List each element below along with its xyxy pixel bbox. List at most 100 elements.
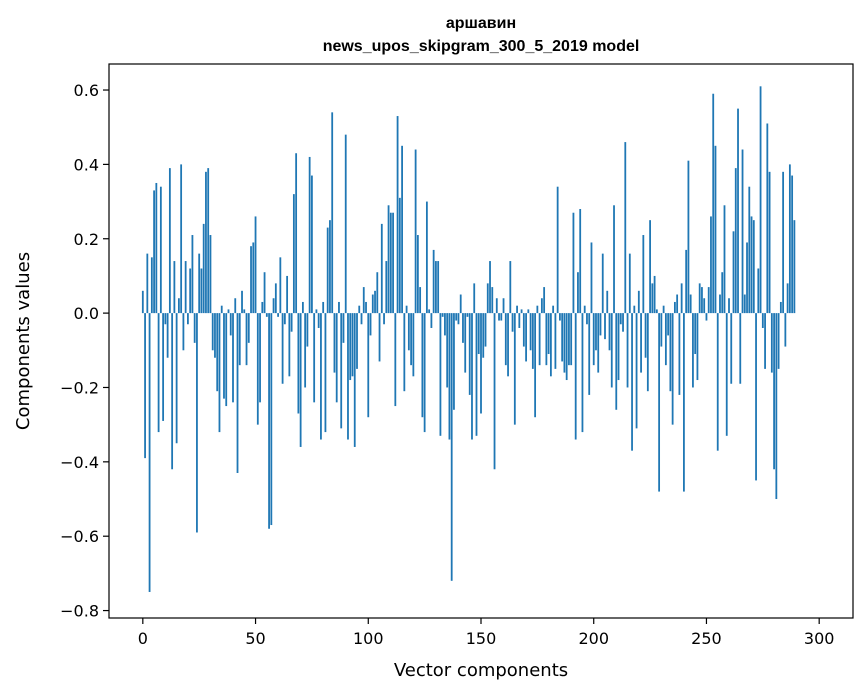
bar	[710, 216, 712, 314]
bar	[525, 313, 527, 362]
bar	[622, 313, 624, 332]
bar	[669, 313, 672, 392]
bar	[157, 313, 160, 433]
bar	[667, 313, 670, 336]
bar	[423, 313, 426, 433]
bar	[245, 313, 248, 366]
bar	[732, 231, 735, 314]
y-axis-label: Components values	[13, 252, 34, 430]
bar	[572, 212, 575, 314]
bar	[773, 313, 775, 470]
bar	[746, 242, 748, 314]
x-tick-label: 0	[138, 629, 148, 648]
bar	[658, 313, 661, 492]
bar	[448, 313, 451, 440]
bar	[482, 313, 485, 358]
bar	[383, 313, 385, 325]
bar	[660, 313, 663, 347]
bar	[281, 313, 284, 384]
bar	[295, 153, 298, 314]
bar	[396, 116, 399, 314]
bar	[371, 294, 374, 314]
bar	[574, 313, 577, 440]
x-tick-label: 50	[245, 629, 265, 648]
bar	[637, 290, 640, 314]
bar	[353, 313, 356, 447]
bar	[786, 283, 789, 314]
bar	[329, 220, 331, 314]
bar	[410, 313, 413, 366]
bar	[721, 272, 724, 314]
bar	[723, 205, 726, 314]
x-tick-label: 100	[353, 629, 384, 648]
bar	[146, 253, 149, 314]
bar	[606, 290, 609, 314]
bar	[642, 235, 645, 314]
bar	[180, 164, 183, 314]
bar	[755, 313, 757, 481]
bar	[202, 223, 205, 314]
bar	[407, 313, 410, 351]
bar	[536, 305, 539, 314]
bar	[250, 246, 252, 314]
bar	[344, 134, 347, 314]
bar	[719, 294, 721, 314]
bar	[177, 298, 180, 314]
bar	[531, 313, 534, 369]
bar	[455, 313, 458, 321]
bar	[498, 313, 500, 321]
y-tick-label: −0.2	[60, 378, 99, 397]
bar	[141, 290, 144, 314]
bar	[317, 313, 320, 328]
bar	[198, 253, 201, 314]
bar	[484, 313, 487, 347]
y-tick-label: 0.4	[74, 155, 99, 174]
bar-series	[141, 86, 796, 592]
bar	[646, 313, 649, 392]
bar	[676, 294, 679, 314]
bar	[162, 313, 165, 421]
bar	[335, 313, 338, 403]
bar	[757, 268, 760, 314]
bar	[159, 186, 162, 314]
bar	[592, 313, 595, 366]
bar	[511, 313, 514, 332]
bar	[311, 175, 313, 314]
bar	[687, 160, 690, 314]
bar	[655, 309, 658, 314]
bar	[683, 313, 685, 492]
bar	[191, 235, 194, 314]
bar	[216, 313, 219, 392]
x-axis: 0 50 100 150 200 250 300	[138, 618, 834, 648]
y-tick-label: −0.6	[60, 527, 99, 546]
bar	[320, 313, 322, 440]
bar	[586, 313, 588, 325]
bar	[331, 112, 334, 314]
bar	[214, 313, 216, 358]
bar	[477, 313, 480, 355]
bar	[563, 313, 566, 373]
bar	[777, 313, 780, 369]
bar	[601, 253, 604, 314]
bar	[743, 294, 746, 314]
bar	[644, 313, 647, 358]
bar	[153, 190, 155, 314]
bar	[734, 168, 737, 314]
bar	[349, 313, 352, 381]
chart-subtitle: news_upos_skipgram_300_5_2019 model	[323, 38, 640, 55]
bar	[189, 268, 192, 314]
bar	[728, 298, 730, 314]
bar	[234, 298, 237, 314]
bar	[680, 283, 683, 314]
bar	[398, 197, 401, 314]
bar	[392, 212, 394, 314]
bar	[405, 305, 408, 314]
bar	[495, 298, 498, 314]
bar	[333, 313, 336, 373]
bar	[761, 313, 764, 328]
bar	[401, 145, 403, 314]
bar	[671, 313, 674, 425]
bar	[236, 313, 239, 473]
bar	[279, 257, 282, 314]
bar	[489, 261, 491, 314]
